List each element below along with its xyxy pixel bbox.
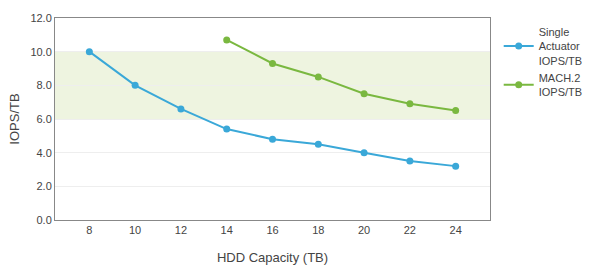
svg-text:8.0: 8.0: [37, 79, 52, 91]
svg-text:24: 24: [450, 224, 462, 236]
svg-text:10: 10: [129, 224, 141, 236]
svg-text:10.0: 10.0: [30, 46, 51, 58]
svg-text:0.0: 0.0: [37, 214, 52, 226]
svg-text:HDD Capacity (TB): HDD Capacity (TB): [217, 250, 328, 265]
svg-text:14: 14: [221, 224, 233, 236]
svg-text:IOPS/TB: IOPS/TB: [7, 93, 22, 144]
svg-text:20: 20: [358, 224, 370, 236]
svg-text:SingleActuatorIOPS/TB: SingleActuatorIOPS/TB: [539, 26, 582, 67]
svg-text:12: 12: [175, 224, 187, 236]
svg-text:16: 16: [266, 224, 278, 236]
svg-text:4.0: 4.0: [37, 147, 52, 159]
svg-text:6.0: 6.0: [37, 113, 52, 125]
svg-text:22: 22: [404, 224, 416, 236]
svg-text:18: 18: [312, 224, 324, 236]
svg-text:2.0: 2.0: [37, 180, 52, 192]
svg-text:8: 8: [86, 224, 92, 236]
svg-text:MACH.2IOPS/TB: MACH.2IOPS/TB: [539, 72, 582, 98]
svg-text:12.0: 12.0: [30, 12, 51, 24]
